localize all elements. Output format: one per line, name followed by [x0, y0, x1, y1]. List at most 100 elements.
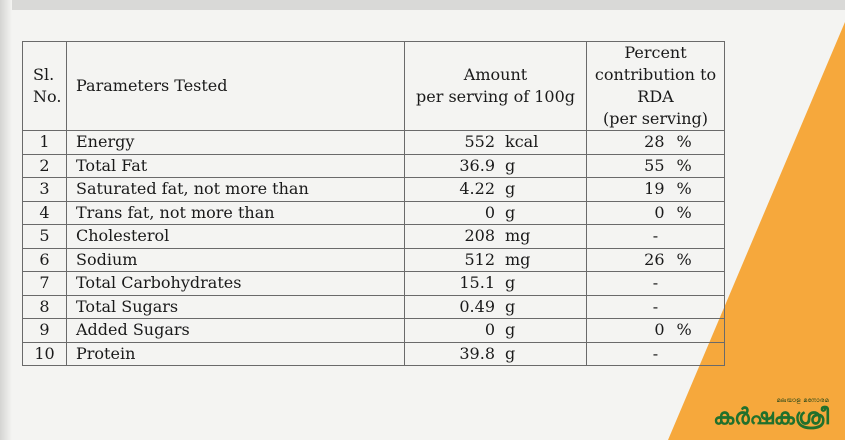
- amount-unit: mg: [505, 226, 531, 246]
- rda-cell: 0%: [586, 318, 725, 343]
- table-row: 5 Cholesterol 208 mg -: [22, 224, 725, 249]
- serial-number: 5: [22, 224, 67, 249]
- amount-value: 552: [464, 132, 495, 152]
- rda-cell: -: [586, 271, 725, 296]
- rda-dash: -: [652, 273, 659, 293]
- header-parameters: Parameters Tested: [66, 41, 405, 131]
- amount-cell: 552 kcal: [404, 130, 587, 155]
- parameter-name: Sodium: [66, 247, 405, 272]
- rda-unit: %: [676, 202, 692, 222]
- amount-value: 4.22: [459, 179, 495, 199]
- serial-number: 2: [22, 153, 67, 178]
- header-percent-line3: RDA: [637, 87, 674, 106]
- table-row: 9 Added Sugars 0 g 0%: [22, 318, 725, 343]
- amount-cell: 36.9 g: [404, 153, 587, 178]
- amount-value: 208: [464, 226, 495, 246]
- table-header-row: Sl. No. Parameters Tested Amount per ser…: [22, 41, 725, 131]
- rda-value: 0: [654, 202, 665, 222]
- header-serial-line2: No.: [33, 87, 62, 106]
- rda-dash: -: [652, 296, 659, 316]
- amount-unit: g: [505, 273, 516, 293]
- rda-cell: 0%: [586, 200, 725, 225]
- table-row: 1 Energy 552 kcal 28%: [22, 130, 725, 155]
- table-row: 7 Total Carbohydrates 15.1 g -: [22, 271, 725, 296]
- table-row: 6 Sodium 512 mg 26%: [22, 247, 725, 272]
- table-row: 2 Total Fat 36.9 g 55%: [22, 153, 725, 178]
- rda-dash: -: [652, 226, 659, 246]
- header-percent-line1: Percent: [624, 43, 687, 62]
- amount-value: 0: [484, 202, 495, 222]
- header-serial-no: Sl. No.: [22, 41, 67, 131]
- rda-value: 19: [644, 179, 665, 199]
- amount-value: 36.9: [459, 155, 495, 175]
- amount-value: 0.49: [459, 296, 495, 316]
- header-percent-line4: (per serving): [603, 109, 708, 128]
- amount-unit: mg: [505, 249, 531, 269]
- amount-unit: g: [505, 202, 516, 222]
- rda-unit: %: [676, 132, 692, 152]
- amount-unit: g: [505, 155, 516, 175]
- rda-unit: %: [676, 155, 692, 175]
- table-row: 10 Protein 39.8 g -: [22, 341, 725, 366]
- parameter-name: Energy: [66, 130, 405, 155]
- serial-number: 6: [22, 247, 67, 272]
- serial-number: 9: [22, 318, 67, 343]
- parameter-name: Cholesterol: [66, 224, 405, 249]
- table-row: 4 Trans fat, not more than 0 g 0%: [22, 200, 725, 225]
- amount-unit: g: [505, 296, 516, 316]
- karshakasree-logo: മലയാള മനോരമ കർഷകശ്രീ: [713, 397, 829, 430]
- header-serial-line1: Sl.: [33, 65, 55, 84]
- amount-cell: 39.8 g: [404, 341, 587, 366]
- rda-value: 26: [644, 249, 665, 269]
- parameter-name: Total Sugars: [66, 294, 405, 319]
- amount-unit: g: [505, 320, 516, 340]
- serial-number: 3: [22, 177, 67, 202]
- amount-cell: 208 mg: [404, 224, 587, 249]
- amount-cell: 4.22 g: [404, 177, 587, 202]
- header-amount-line2: per serving of 100g: [416, 87, 575, 106]
- top-border: [0, 0, 845, 10]
- header-percent-line2: contribution to: [594, 65, 717, 84]
- amount-cell: 512 mg: [404, 247, 587, 272]
- logo-name: കർഷകശ്രീ: [713, 405, 829, 430]
- rda-cell: 19%: [586, 177, 725, 202]
- table-row: 3 Saturated fat, not more than 4.22 g 19%: [22, 177, 725, 202]
- parameter-name: Total Fat: [66, 153, 405, 178]
- table-row: 8 Total Sugars 0.49 g -: [22, 294, 725, 319]
- left-shadow: [0, 0, 12, 440]
- header-percent-rda: Percent contribution to RDA (per serving…: [586, 41, 725, 131]
- header-amount-line1: Amount: [463, 65, 528, 84]
- parameter-name: Added Sugars: [66, 318, 405, 343]
- rda-cell: -: [586, 341, 725, 366]
- parameter-name: Total Carbohydrates: [66, 271, 405, 296]
- rda-cell: 26%: [586, 247, 725, 272]
- amount-unit: g: [505, 179, 516, 199]
- header-amount: Amount per serving of 100g: [404, 41, 587, 131]
- rda-cell: 55%: [586, 153, 725, 178]
- amount-unit: kcal: [505, 132, 539, 152]
- amount-value: 39.8: [459, 343, 495, 363]
- amount-value: 512: [464, 249, 495, 269]
- amount-unit: g: [505, 343, 516, 363]
- amount-value: 15.1: [459, 273, 495, 293]
- amount-cell: 15.1 g: [404, 271, 587, 296]
- amount-cell: 0.49 g: [404, 294, 587, 319]
- nutrition-table: Sl. No. Parameters Tested Amount per ser…: [22, 41, 725, 366]
- serial-number: 7: [22, 271, 67, 296]
- rda-value: 0: [654, 320, 665, 340]
- serial-number: 10: [22, 341, 67, 366]
- logo-tagline: മലയാള മനോരമ: [776, 397, 829, 404]
- rda-unit: %: [676, 320, 692, 340]
- rda-unit: %: [676, 249, 692, 269]
- rda-value: 55: [644, 155, 665, 175]
- rda-cell: -: [586, 294, 725, 319]
- amount-value: 0: [484, 320, 495, 340]
- serial-number: 8: [22, 294, 67, 319]
- parameter-name: Protein: [66, 341, 405, 366]
- serial-number: 1: [22, 130, 67, 155]
- rda-value: 28: [644, 132, 665, 152]
- rda-dash: -: [652, 343, 659, 363]
- parameter-name: Trans fat, not more than: [66, 200, 405, 225]
